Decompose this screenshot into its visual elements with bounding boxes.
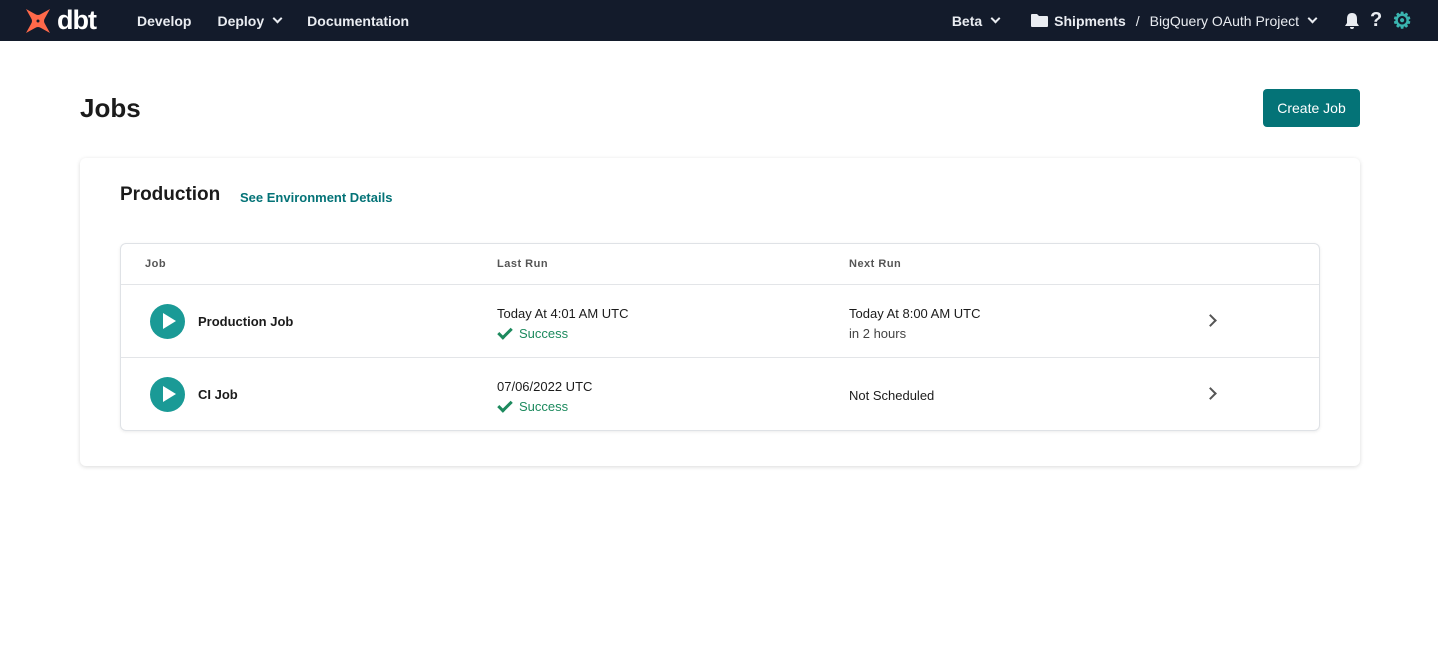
next-run-time: Not Scheduled xyxy=(849,388,935,403)
table-row[interactable]: CI Job 07/06/2022 UTC Success Not Schedul… xyxy=(121,358,1319,431)
table-header: Job Last Run Next Run xyxy=(121,244,1319,285)
create-job-button[interactable]: Create Job xyxy=(1263,89,1360,127)
next-run-relative: in 2 hours xyxy=(849,326,907,341)
top-nav: dbt Develop Deploy Documentation Beta Sh… xyxy=(0,0,1438,41)
nav-label: Documentation xyxy=(307,12,410,29)
dbt-logo-icon xyxy=(26,8,50,33)
nav-documentation[interactable]: Documentation xyxy=(307,13,409,29)
separator: / xyxy=(1135,12,1140,29)
project-label: BigQuery OAuth Project xyxy=(1149,12,1300,29)
header-last-run: Last Run xyxy=(497,258,549,270)
help-icon[interactable]: ? xyxy=(1370,9,1383,31)
chevron-down-icon xyxy=(272,13,283,24)
project-selector[interactable]: Shipments / BigQuery OAuth Project xyxy=(1031,12,1318,29)
last-run-time: Today At 4:01 AM UTC xyxy=(497,306,629,321)
play-icon[interactable] xyxy=(150,304,185,339)
gear-icon[interactable]: ⚙ xyxy=(1392,7,1412,33)
brand-name: dbt xyxy=(57,5,97,35)
nav-develop[interactable]: Develop xyxy=(137,13,191,29)
environment-name: Production xyxy=(120,184,221,205)
next-run-time: Today At 8:00 AM UTC xyxy=(849,306,981,321)
status-label: Success xyxy=(519,399,569,414)
chevron-down-icon xyxy=(990,13,1001,24)
play-icon[interactable] xyxy=(150,377,185,412)
dbt-logo[interactable]: dbt xyxy=(23,5,137,36)
check-icon xyxy=(497,397,513,413)
account-label: Shipments xyxy=(1054,12,1126,29)
header-job: Job xyxy=(145,258,167,270)
chevron-down-icon xyxy=(1307,13,1318,24)
jobs-table: Job Last Run Next Run Production Job Tod… xyxy=(120,243,1320,431)
job-name[interactable]: CI Job xyxy=(198,387,238,402)
environment-card: Production See Environment Details Job L… xyxy=(80,158,1360,466)
env-label: Beta xyxy=(951,12,983,29)
page-title: Jobs xyxy=(80,93,141,123)
check-icon xyxy=(497,324,513,340)
nav-label: Develop xyxy=(137,12,192,29)
nav-label: Deploy xyxy=(217,12,265,29)
see-environment-details-link[interactable]: See Environment Details xyxy=(240,190,393,205)
chevron-right-icon[interactable] xyxy=(1204,314,1217,327)
bell-icon[interactable] xyxy=(1344,12,1360,30)
table-row[interactable]: Production Job Today At 4:01 AM UTC Succe… xyxy=(121,285,1319,358)
job-name[interactable]: Production Job xyxy=(198,314,294,329)
chevron-right-icon[interactable] xyxy=(1204,387,1217,400)
last-run-time: 07/06/2022 UTC xyxy=(497,379,593,394)
header-next-run: Next Run xyxy=(849,258,902,270)
status-label: Success xyxy=(519,326,569,341)
folder-icon xyxy=(1031,14,1049,27)
nav-deploy[interactable]: Deploy xyxy=(217,12,283,29)
env-selector[interactable]: Beta xyxy=(951,12,1001,29)
